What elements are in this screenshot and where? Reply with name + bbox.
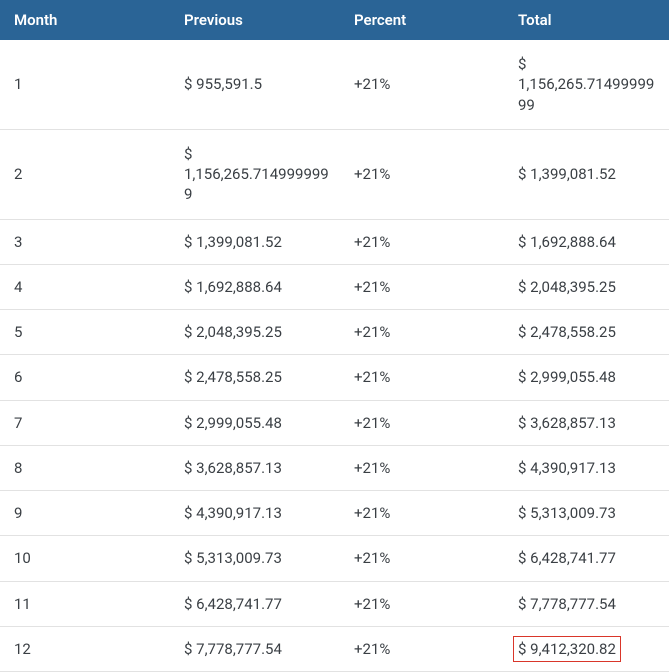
cell-total: $ 2,999,055.48 bbox=[504, 355, 669, 400]
cell-month: 3 bbox=[0, 219, 170, 264]
cell-month: 10 bbox=[0, 536, 170, 581]
cell-total: $ 9,412,320.82 bbox=[504, 626, 669, 671]
table-header: Month Previous Percent Total bbox=[0, 0, 669, 40]
cell-month: 11 bbox=[0, 581, 170, 626]
table-row: 9 $ 4,390,917.13 +21% $ 5,313,009.73 bbox=[0, 491, 669, 536]
cell-total: $ 7,778,777.54 bbox=[504, 581, 669, 626]
cell-total: $ 4,390,917.13 bbox=[504, 445, 669, 490]
cell-percent: +21% bbox=[340, 400, 504, 445]
cell-month: 4 bbox=[0, 264, 170, 309]
cell-total: $ 1,156,265.7149999999 bbox=[504, 40, 669, 129]
cell-percent: +21% bbox=[340, 355, 504, 400]
table-row: 1 $ 955,591.5 +21% $ 1,156,265.714999999… bbox=[0, 40, 669, 129]
table-row: 3 $ 1,399,081.52 +21% $ 1,692,888.64 bbox=[0, 219, 669, 264]
cell-month: 1 bbox=[0, 40, 170, 129]
cell-month: 7 bbox=[0, 400, 170, 445]
cell-percent: +21% bbox=[340, 219, 504, 264]
growth-table: Month Previous Percent Total 1 $ 955,591… bbox=[0, 0, 669, 672]
cell-total: $ 5,313,009.73 bbox=[504, 491, 669, 536]
col-header-previous: Previous bbox=[170, 0, 340, 40]
cell-total: $ 6,428,741.77 bbox=[504, 536, 669, 581]
cell-percent: +21% bbox=[340, 491, 504, 536]
cell-previous: $ 2,048,395.25 bbox=[170, 310, 340, 355]
cell-previous: $ 2,999,055.48 bbox=[170, 400, 340, 445]
col-header-percent: Percent bbox=[340, 0, 504, 40]
cell-total: $ 2,478,558.25 bbox=[504, 310, 669, 355]
cell-previous: $ 1,156,265.7149999999 bbox=[170, 129, 340, 219]
cell-month: 5 bbox=[0, 310, 170, 355]
table-row: 7 $ 2,999,055.48 +21% $ 3,628,857.13 bbox=[0, 400, 669, 445]
cell-percent: +21% bbox=[340, 581, 504, 626]
cell-month: 8 bbox=[0, 445, 170, 490]
table-row: 10 $ 5,313,009.73 +21% $ 6,428,741.77 bbox=[0, 536, 669, 581]
cell-total: $ 1,692,888.64 bbox=[504, 219, 669, 264]
table-row: 6 $ 2,478,558.25 +21% $ 2,999,055.48 bbox=[0, 355, 669, 400]
table-row: 12 $ 7,778,777.54 +21% $ 9,412,320.82 bbox=[0, 626, 669, 671]
cell-month: 2 bbox=[0, 129, 170, 219]
table-row: 5 $ 2,048,395.25 +21% $ 2,478,558.25 bbox=[0, 310, 669, 355]
cell-percent: +21% bbox=[340, 40, 504, 129]
cell-percent: +21% bbox=[340, 626, 504, 671]
cell-previous: $ 6,428,741.77 bbox=[170, 581, 340, 626]
table-row: 11 $ 6,428,741.77 +21% $ 7,778,777.54 bbox=[0, 581, 669, 626]
cell-percent: +21% bbox=[340, 310, 504, 355]
table-row: 8 $ 3,628,857.13 +21% $ 4,390,917.13 bbox=[0, 445, 669, 490]
table-row: 2 $ 1,156,265.7149999999 +21% $ 1,399,08… bbox=[0, 129, 669, 219]
cell-total: $ 1,399,081.52 bbox=[504, 129, 669, 219]
cell-month: 9 bbox=[0, 491, 170, 536]
cell-total: $ 3,628,857.13 bbox=[504, 400, 669, 445]
cell-month: 6 bbox=[0, 355, 170, 400]
cell-total: $ 2,048,395.25 bbox=[504, 264, 669, 309]
cell-previous: $ 4,390,917.13 bbox=[170, 491, 340, 536]
cell-month: 12 bbox=[0, 626, 170, 671]
cell-previous: $ 7,778,777.54 bbox=[170, 626, 340, 671]
cell-previous: $ 1,399,081.52 bbox=[170, 219, 340, 264]
table-body: 1 $ 955,591.5 +21% $ 1,156,265.714999999… bbox=[0, 40, 669, 672]
table-row: 4 $ 1,692,888.64 +21% $ 2,048,395.25 bbox=[0, 264, 669, 309]
cell-previous: $ 5,313,009.73 bbox=[170, 536, 340, 581]
cell-percent: +21% bbox=[340, 129, 504, 219]
col-header-total: Total bbox=[504, 0, 669, 40]
cell-percent: +21% bbox=[340, 445, 504, 490]
cell-percent: +21% bbox=[340, 536, 504, 581]
cell-previous: $ 2,478,558.25 bbox=[170, 355, 340, 400]
cell-previous: $ 1,692,888.64 bbox=[170, 264, 340, 309]
col-header-month: Month bbox=[0, 0, 170, 40]
cell-percent: +21% bbox=[340, 264, 504, 309]
highlighted-total: $ 9,412,320.82 bbox=[513, 636, 621, 662]
cell-previous: $ 955,591.5 bbox=[170, 40, 340, 129]
cell-previous: $ 3,628,857.13 bbox=[170, 445, 340, 490]
